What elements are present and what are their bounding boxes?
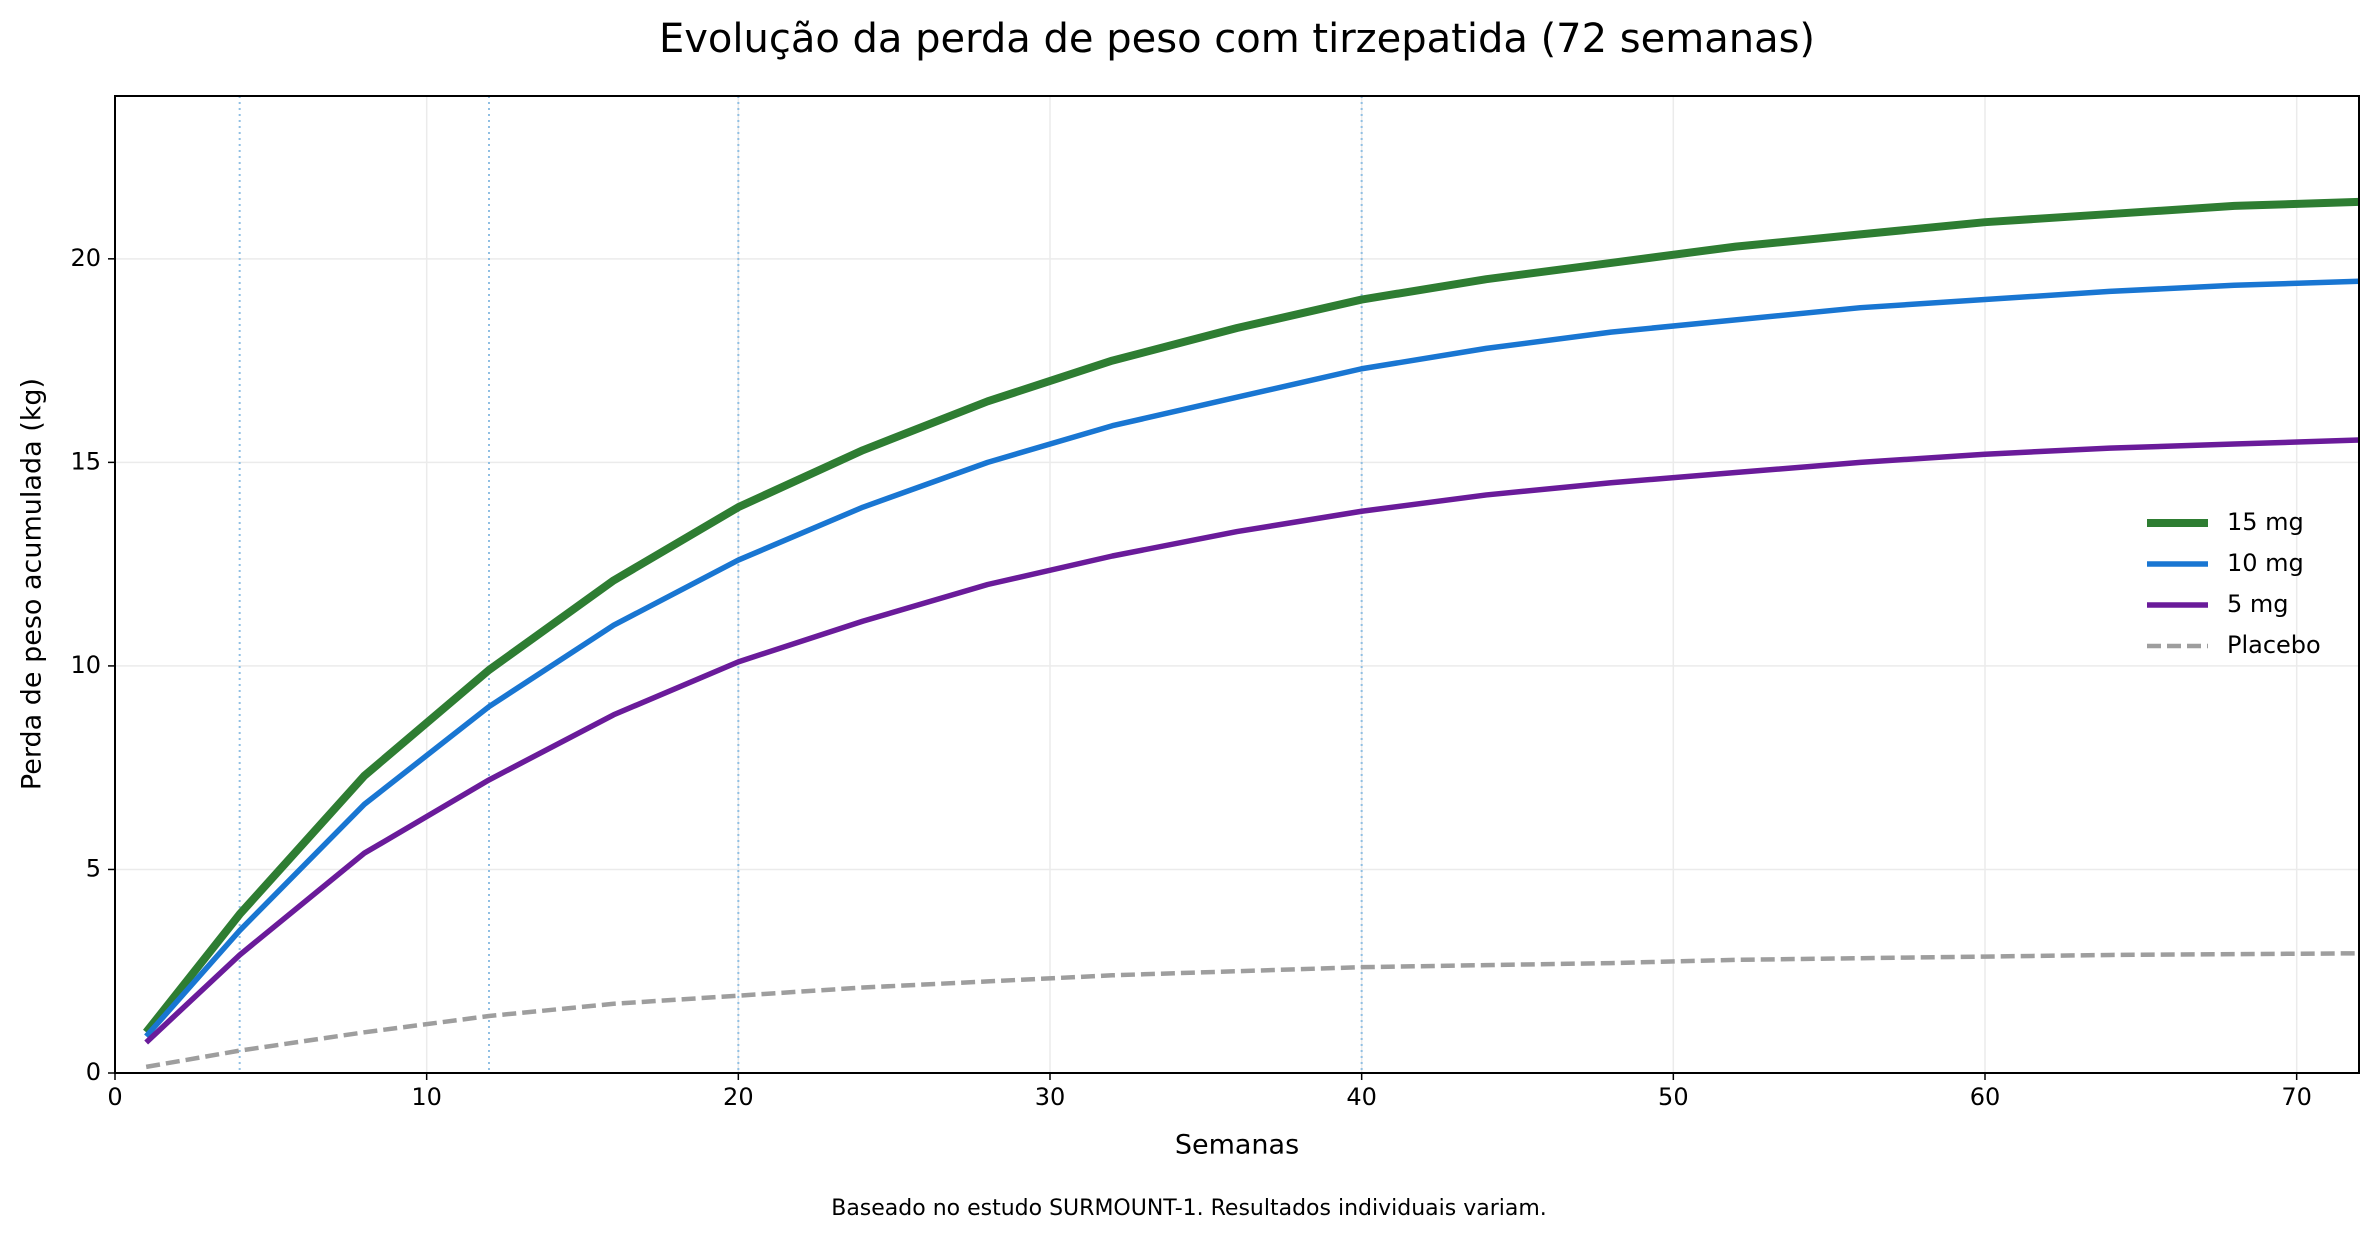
x-tick-label: 20 — [723, 1083, 754, 1111]
x-tick-label: 10 — [411, 1083, 442, 1111]
x-tick-label: 40 — [1346, 1083, 1377, 1111]
plot-frame — [114, 95, 2360, 1074]
chart-title: Evolução da perda de peso com tirzepatid… — [659, 16, 1815, 62]
legend-label: Placebo — [2227, 631, 2321, 659]
x-tick-label: 50 — [1658, 1083, 1689, 1111]
data-line — [145, 951, 2360, 1070]
legend-label: 10 mg — [2227, 549, 2304, 577]
data-line — [143, 197, 2360, 1035]
y-tick-label: 15 — [70, 447, 101, 475]
x-tick-label: 70 — [2281, 1083, 2312, 1111]
footnote: Baseado no estudo SURMOUNT-1. Resultados… — [831, 1196, 1547, 1221]
y-tick-label: 0 — [86, 1058, 101, 1086]
x-axis-label: Semanas — [1175, 1130, 1299, 1161]
legend-label: 5 mg — [2227, 590, 2289, 618]
y-tick-label: 10 — [70, 651, 101, 679]
legend-label: 15 mg — [2227, 508, 2304, 536]
x-tick-label: 30 — [1035, 1083, 1066, 1111]
data-line — [144, 437, 2360, 1045]
data-line — [144, 278, 2360, 1039]
y-tick-label: 20 — [70, 244, 101, 272]
x-tick-label: 0 — [107, 1083, 122, 1111]
y-tick-label: 5 — [86, 854, 101, 882]
x-tick-label: 60 — [1970, 1083, 2001, 1111]
y-axis-label: Perda de peso acumulada (kg) — [17, 378, 48, 790]
